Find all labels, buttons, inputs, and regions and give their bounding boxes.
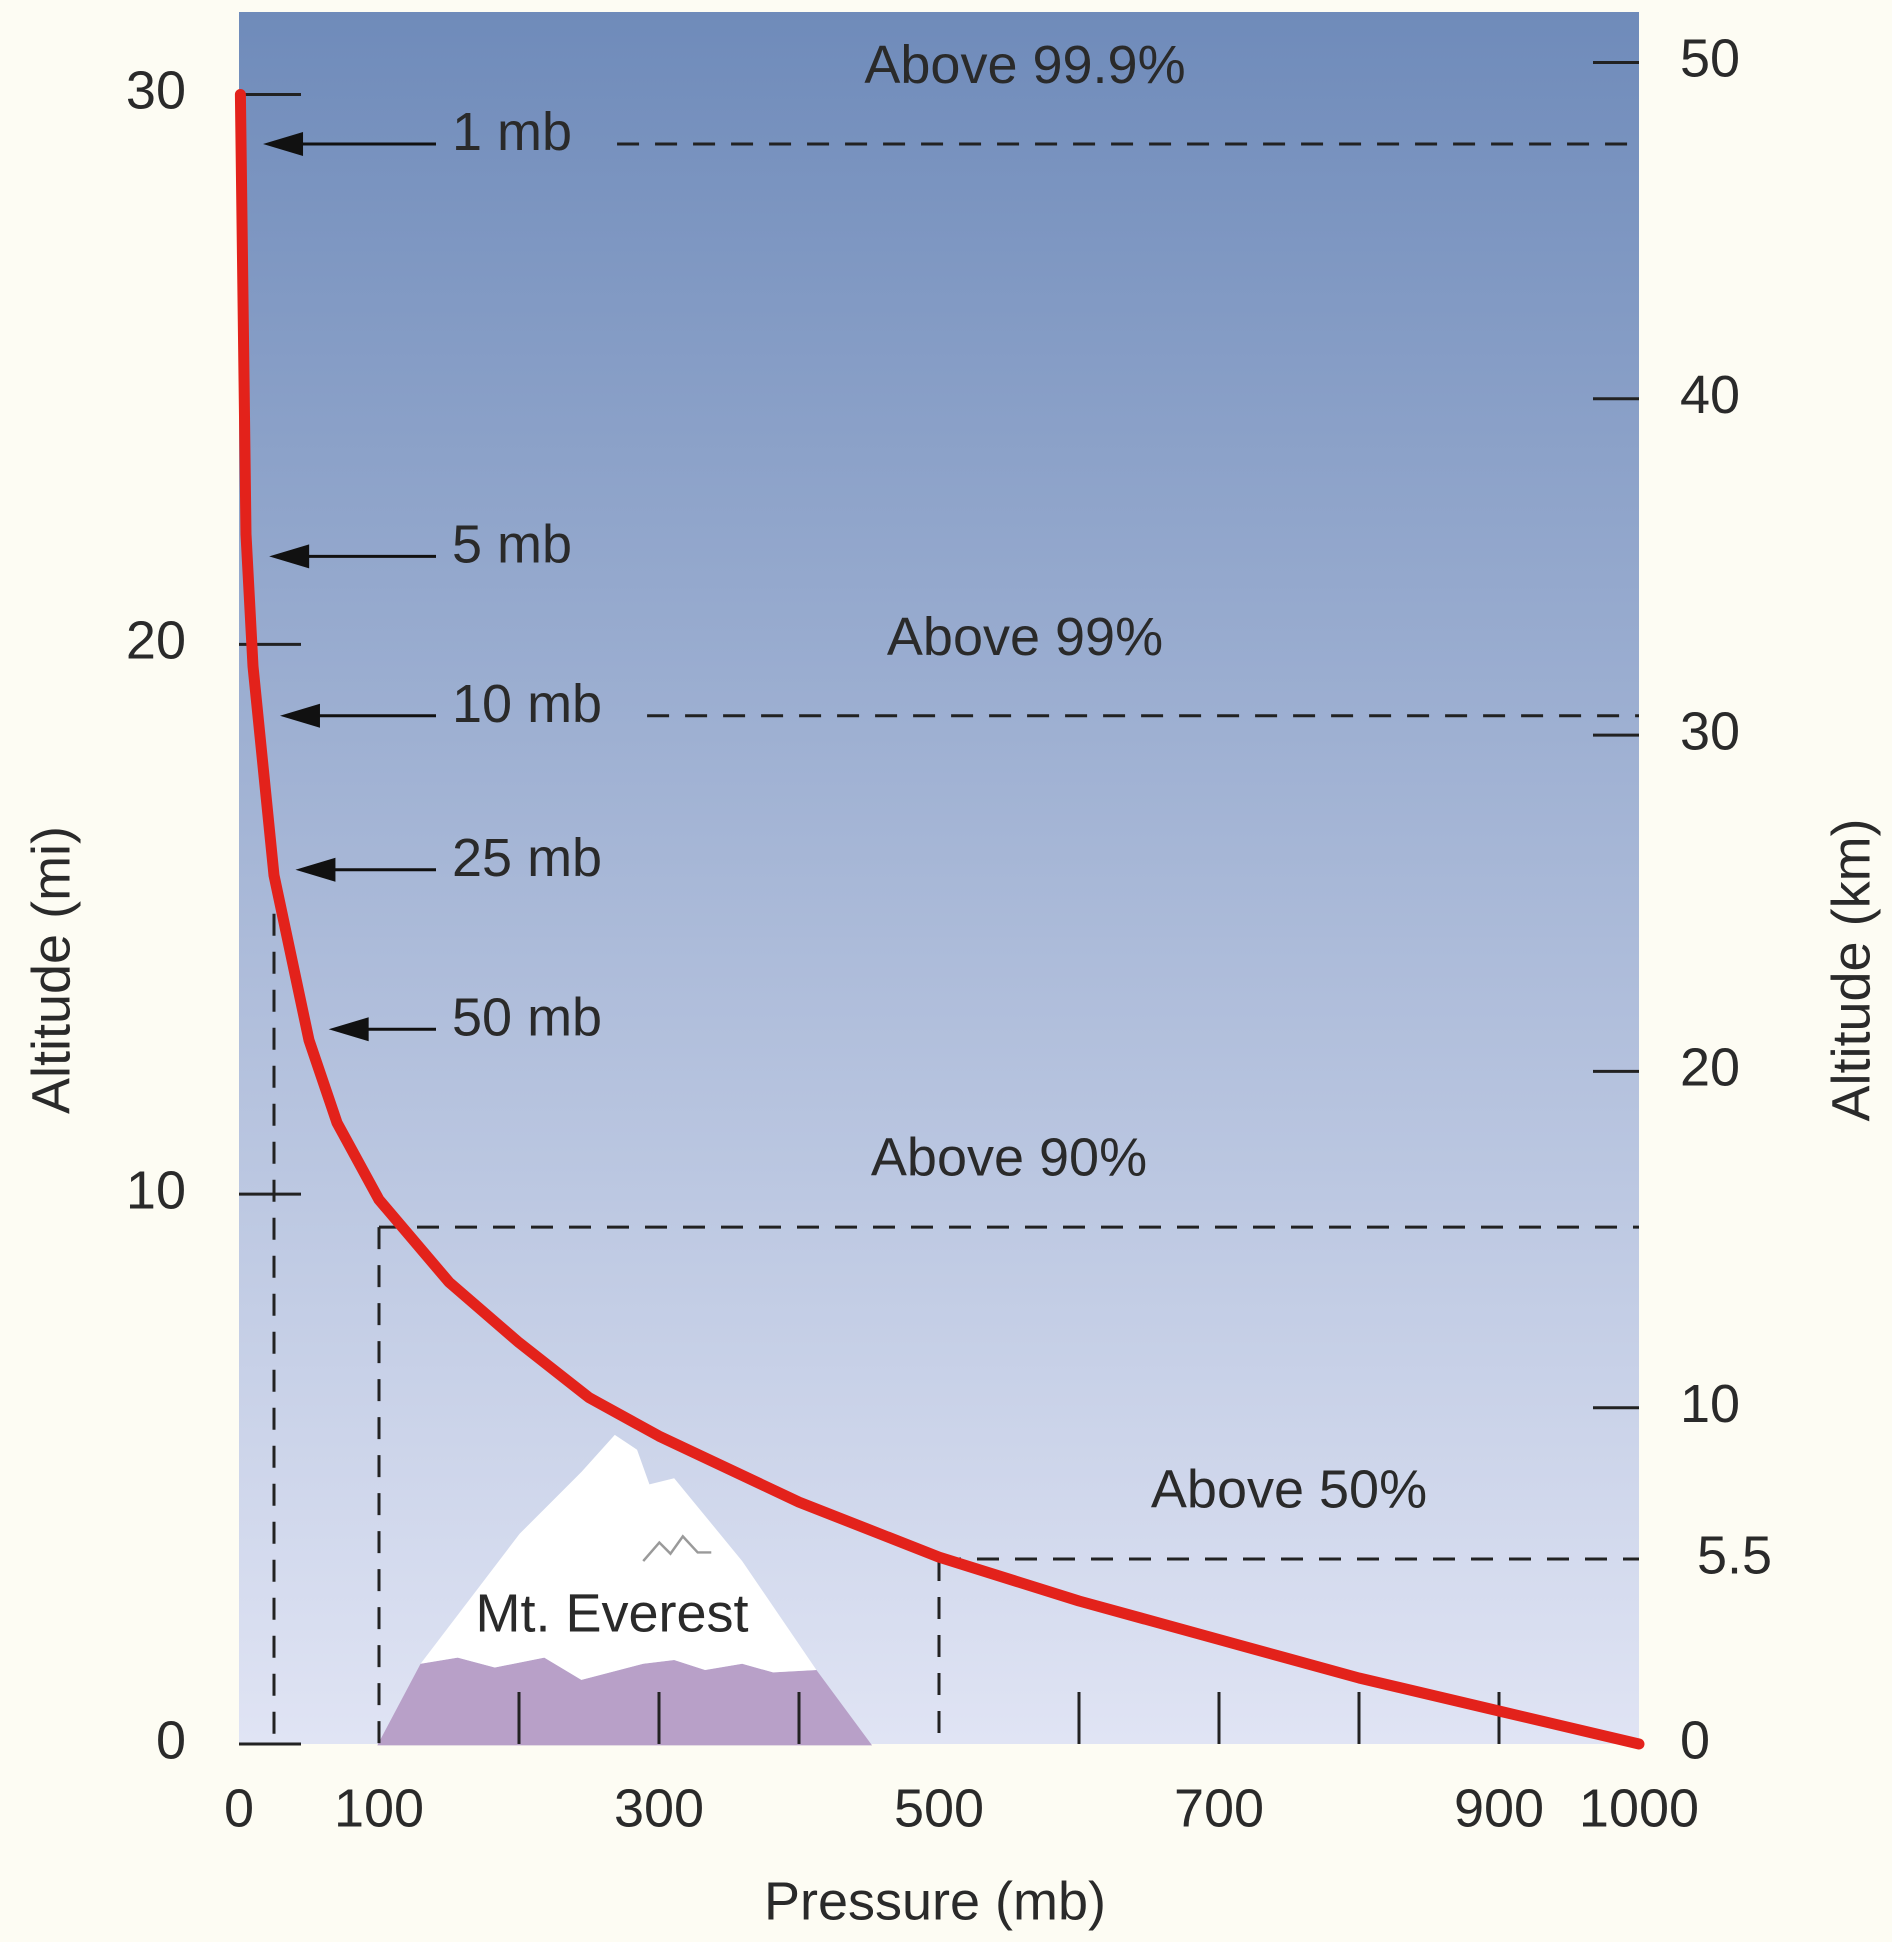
y2-tick-label: 20 [1680, 1038, 1740, 1098]
arrow-head [328, 1017, 369, 1042]
level-note: Above 99.9% [864, 35, 1185, 95]
x-tick-label: 1000 [1579, 1778, 1699, 1838]
x-tick-label: 100 [334, 1778, 424, 1838]
y-tick-label: 20 [126, 611, 186, 671]
y2-axis-label: Altitude (km) [1821, 818, 1881, 1121]
y2-tick-label: 0 [1680, 1710, 1710, 1770]
level-label: 5 mb [452, 515, 572, 575]
mountain-snow [420, 1434, 817, 1680]
level-note: Above 99% [887, 607, 1163, 667]
y-axis-label: Altitude (mi) [21, 826, 81, 1114]
everest-illustration [377, 1434, 873, 1746]
level-label: 10 mb [452, 674, 602, 734]
arrow-head [279, 703, 320, 728]
guide-note: Above 50% [1151, 1459, 1427, 1519]
y2-tick-label: 40 [1680, 365, 1740, 425]
y-tick-label: 30 [126, 61, 186, 121]
x-axis-label: Pressure (mb) [764, 1871, 1106, 1931]
y2-tick-label: 30 [1680, 701, 1740, 761]
level-label: 50 mb [452, 987, 602, 1047]
arrow-head [269, 544, 310, 569]
plot-area [239, 12, 1639, 1744]
x-tick-label: 700 [1174, 1778, 1264, 1838]
level-label: 25 mb [452, 828, 602, 888]
x-tick-label: 500 [894, 1778, 984, 1838]
everest-label: Mt. Everest [475, 1583, 748, 1643]
y2-tick-label: 10 [1680, 1374, 1740, 1434]
mountain-icon [642, 1534, 712, 1562]
y-tick-label: 0 [156, 1710, 186, 1770]
guide-note: Above 90% [871, 1127, 1147, 1187]
x-tick-label: 300 [614, 1778, 704, 1838]
pressure-curve [234, 89, 1645, 1750]
arrow-head [295, 857, 336, 882]
y2-tick-label: 5.5 [1697, 1525, 1772, 1585]
mountain-base [377, 1657, 873, 1746]
y-tick-label: 10 [126, 1160, 186, 1220]
x-tick-label: 0 [224, 1778, 254, 1838]
y2-tick-label: 50 [1680, 29, 1740, 89]
x-tick-label: 900 [1454, 1778, 1544, 1838]
level-label: 1 mb [452, 102, 572, 162]
arrow-head [263, 131, 304, 156]
